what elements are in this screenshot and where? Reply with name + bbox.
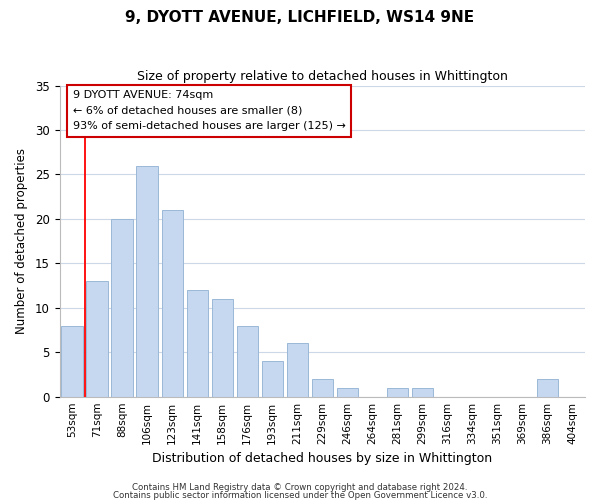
Text: 9, DYOTT AVENUE, LICHFIELD, WS14 9NE: 9, DYOTT AVENUE, LICHFIELD, WS14 9NE	[125, 10, 475, 25]
Bar	[161, 210, 183, 396]
Bar	[86, 281, 108, 396]
Bar	[187, 290, 208, 397]
Bar	[387, 388, 408, 396]
Bar	[262, 361, 283, 396]
Bar	[136, 166, 158, 396]
Bar	[311, 379, 333, 396]
Bar	[212, 299, 233, 396]
Bar	[112, 219, 133, 396]
Bar	[287, 344, 308, 396]
Bar	[537, 379, 558, 396]
Title: Size of property relative to detached houses in Whittington: Size of property relative to detached ho…	[137, 70, 508, 83]
Bar	[61, 326, 83, 396]
Bar	[236, 326, 258, 396]
Text: 9 DYOTT AVENUE: 74sqm
← 6% of detached houses are smaller (8)
93% of semi-detach: 9 DYOTT AVENUE: 74sqm ← 6% of detached h…	[73, 90, 346, 132]
Bar	[337, 388, 358, 396]
Text: Contains HM Land Registry data © Crown copyright and database right 2024.: Contains HM Land Registry data © Crown c…	[132, 484, 468, 492]
Y-axis label: Number of detached properties: Number of detached properties	[15, 148, 28, 334]
X-axis label: Distribution of detached houses by size in Whittington: Distribution of detached houses by size …	[152, 452, 493, 465]
Text: Contains public sector information licensed under the Open Government Licence v3: Contains public sector information licen…	[113, 490, 487, 500]
Bar	[412, 388, 433, 396]
